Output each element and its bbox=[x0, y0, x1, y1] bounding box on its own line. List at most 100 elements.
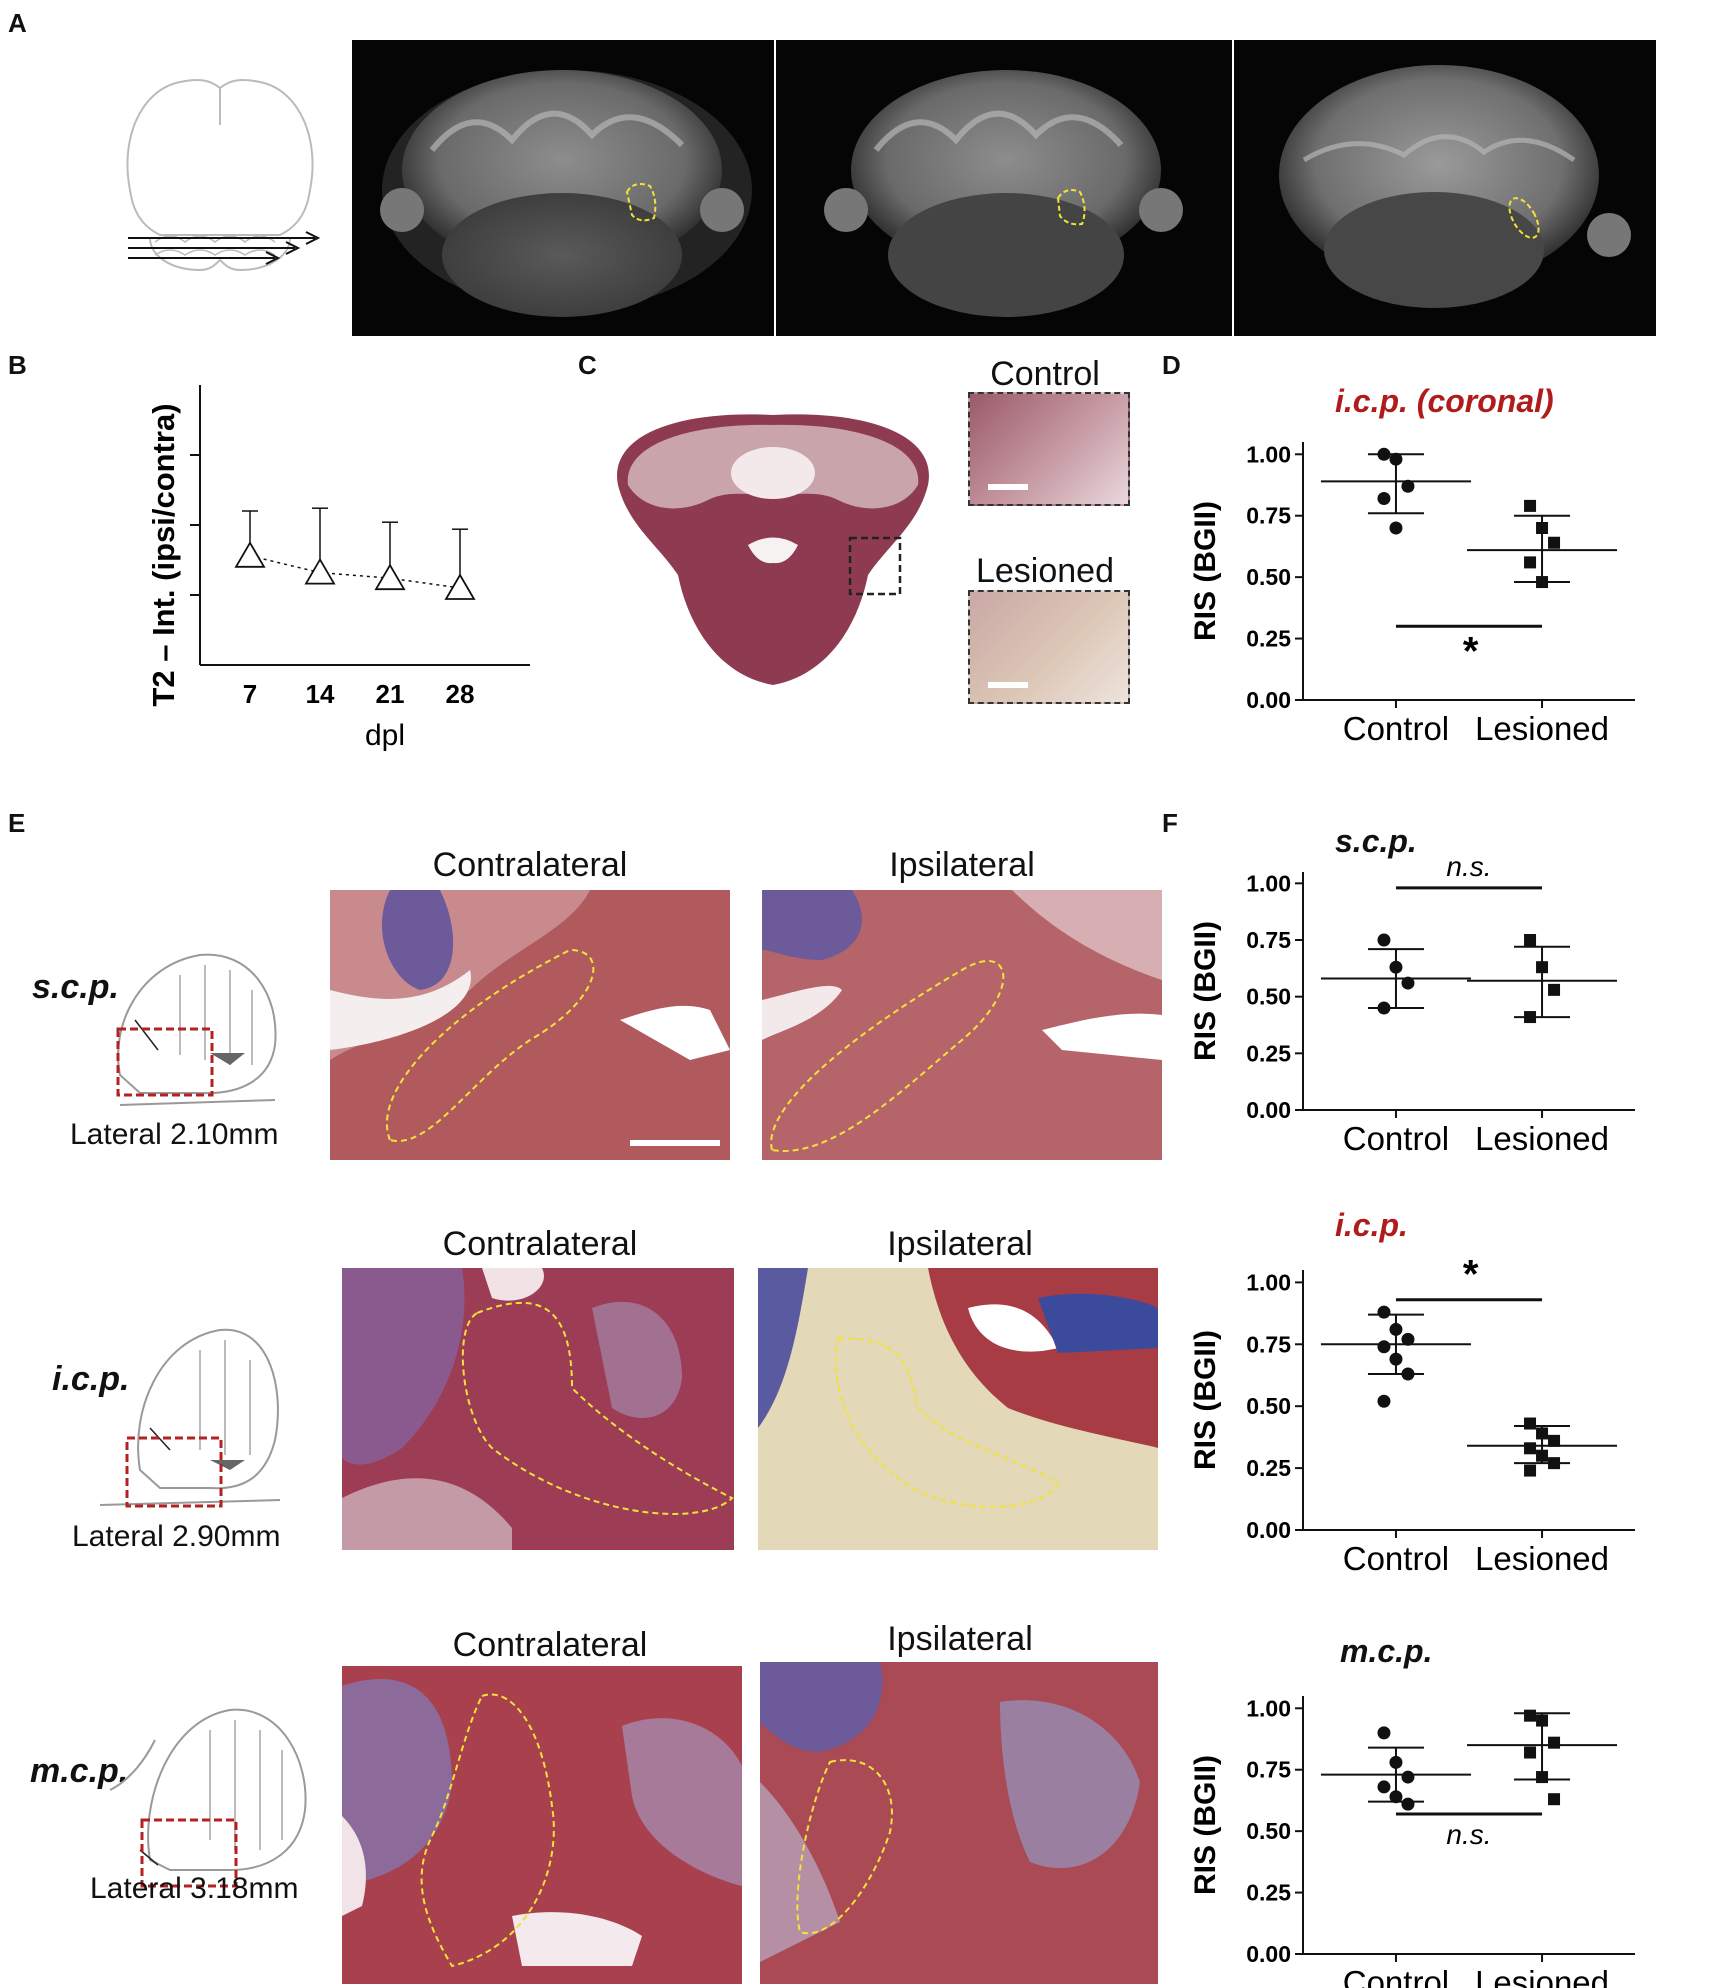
roi-outline bbox=[1508, 197, 1540, 239]
y-tick-label: 0.75 bbox=[1246, 503, 1291, 529]
y-axis-label: RIS (BGII) bbox=[1189, 921, 1222, 1061]
data-point bbox=[234, 541, 266, 568]
roi-outline bbox=[1056, 189, 1086, 226]
data-point bbox=[1377, 1726, 1391, 1740]
x-axis-label: dpl bbox=[365, 719, 405, 752]
tract-label-icp: i.c.p. bbox=[52, 1360, 130, 1398]
data-point bbox=[1524, 1442, 1537, 1455]
x-tick-label: 7 bbox=[243, 679, 257, 709]
y-tick-label: 1.00 bbox=[1246, 441, 1291, 467]
contralateral-image-scp bbox=[330, 890, 730, 1160]
y-axis-label: RIS (BGII) bbox=[1189, 501, 1222, 641]
chart-d: i.c.p. (coronal) 0.00 0.25 0.50 0.75 1.00 Cont… bbox=[1189, 383, 1635, 747]
roi-outline bbox=[796, 1759, 893, 1935]
y-tick-label: 0.50 bbox=[1246, 1818, 1291, 1844]
y-tick-label: 1.00 bbox=[1246, 1269, 1291, 1295]
contralateral-image-icp bbox=[342, 1268, 734, 1550]
roi-outline bbox=[420, 1693, 555, 1968]
data-point bbox=[1548, 983, 1561, 996]
region-box bbox=[125, 1436, 223, 1508]
y-tick-label: 0.50 bbox=[1246, 1393, 1291, 1419]
ipsilateral-image-icp bbox=[758, 1268, 1158, 1550]
chart-title: i.c.p. (coronal) bbox=[1335, 383, 1554, 419]
y-tick-label: 1.00 bbox=[1246, 870, 1291, 896]
data-point bbox=[1548, 1736, 1561, 1749]
panel-label-c: C bbox=[578, 350, 597, 380]
data-point bbox=[1524, 1746, 1537, 1759]
chart-b: 7 14 21 28 dpl T2 – Int. (ipsi/contra) bbox=[150, 385, 530, 752]
region-box bbox=[140, 1818, 238, 1888]
data-point bbox=[1524, 499, 1537, 512]
x-tick-label: 21 bbox=[376, 679, 405, 709]
data-point bbox=[1389, 521, 1403, 535]
data-point bbox=[1524, 1464, 1537, 1477]
lateral-label-scp: Lateral 2.10mm bbox=[70, 1118, 279, 1151]
scale-bar bbox=[988, 484, 1028, 490]
lesioned-inset-image bbox=[968, 590, 1130, 704]
contralateral-label-mcp: Contralateral bbox=[452, 1626, 648, 1664]
chart-title: i.c.p. bbox=[1335, 1207, 1408, 1243]
data-point bbox=[1548, 1793, 1561, 1806]
data-point bbox=[1377, 492, 1391, 506]
x-tick-label: Lesioned bbox=[1475, 1964, 1609, 1988]
lesioned-inset-label: Lesioned bbox=[975, 552, 1114, 590]
y-axis-label: T2 – Int. (ipsi/contra) bbox=[150, 403, 181, 706]
x-tick-label: Control bbox=[1343, 710, 1449, 747]
inset-box bbox=[848, 536, 902, 596]
data-point bbox=[1548, 1434, 1561, 1447]
y-tick-label: 0.50 bbox=[1246, 564, 1291, 590]
y-tick-label: 0.00 bbox=[1246, 1097, 1291, 1123]
significance-label: n.s. bbox=[1446, 1819, 1491, 1850]
panel-label-d: D bbox=[1162, 350, 1181, 380]
tract-label-scp: s.c.p. bbox=[32, 968, 119, 1006]
ipsilateral-label-mcp: Ipsilateral bbox=[887, 1620, 1033, 1658]
ipsilateral-label-icp: Ipsilateral bbox=[887, 1225, 1033, 1263]
x-tick-label: 14 bbox=[306, 679, 335, 709]
mri-slice-3 bbox=[1234, 40, 1656, 336]
roi-outline bbox=[625, 183, 657, 222]
x-tick-label: 28 bbox=[446, 679, 475, 709]
y-tick-label: 0.25 bbox=[1246, 626, 1291, 652]
chart-f-mcp: m.c.p. 0.00 0.25 0.50 0.75 1.00 Control Lesione… bbox=[1189, 1633, 1635, 1988]
x-tick-label: Control bbox=[1343, 1540, 1449, 1577]
y-tick-label: 0.75 bbox=[1246, 1331, 1291, 1357]
chart-title: s.c.p. bbox=[1335, 823, 1417, 859]
significance-label: * bbox=[1461, 1253, 1479, 1297]
y-tick-label: 0.00 bbox=[1246, 1517, 1291, 1543]
roi-outline bbox=[385, 948, 595, 1142]
lateral-label-icp: Lateral 2.90mm bbox=[72, 1520, 281, 1553]
region-box bbox=[116, 1027, 214, 1097]
contralateral-image-mcp bbox=[342, 1666, 742, 1984]
ipsilateral-image-scp bbox=[762, 890, 1162, 1160]
mri-slice-1 bbox=[352, 40, 774, 336]
brain-schematic-dorsal bbox=[126, 79, 321, 272]
sagittal-schematic-icp bbox=[99, 1328, 280, 1508]
panel-label-f: F bbox=[1162, 808, 1178, 838]
sagittal-schematic-mcp bbox=[110, 1708, 307, 1888]
sagittal-schematic-scp bbox=[116, 953, 277, 1106]
roi-outline bbox=[835, 1336, 1060, 1508]
y-tick-label: 0.25 bbox=[1246, 1040, 1291, 1066]
x-tick-label: Lesioned bbox=[1475, 1120, 1609, 1157]
x-tick-label: Control bbox=[1343, 1964, 1449, 1988]
contralateral-label-scp: Contralateral bbox=[432, 846, 628, 884]
data-point bbox=[1524, 556, 1537, 569]
x-tick-label: Lesioned bbox=[1475, 1540, 1609, 1577]
y-tick-label: 0.75 bbox=[1246, 1757, 1291, 1783]
data-point bbox=[1548, 536, 1561, 549]
control-inset-image bbox=[968, 392, 1130, 506]
data-point bbox=[304, 557, 336, 585]
scale-bar bbox=[988, 682, 1028, 688]
roi-outline bbox=[461, 1301, 734, 1515]
ipsilateral-label-scp: Ipsilateral bbox=[889, 846, 1035, 884]
y-tick-label: 0.50 bbox=[1246, 984, 1291, 1010]
y-tick-label: 1.00 bbox=[1246, 1695, 1291, 1721]
data-point bbox=[1401, 479, 1415, 493]
data-point bbox=[1524, 934, 1537, 946]
panel-label-b: B bbox=[8, 350, 27, 380]
ipsilateral-image-mcp bbox=[760, 1662, 1158, 1984]
data-point bbox=[1377, 1394, 1391, 1408]
data-point bbox=[1401, 976, 1415, 990]
y-tick-label: 0.25 bbox=[1246, 1455, 1291, 1481]
control-inset-label: Control bbox=[990, 355, 1100, 393]
